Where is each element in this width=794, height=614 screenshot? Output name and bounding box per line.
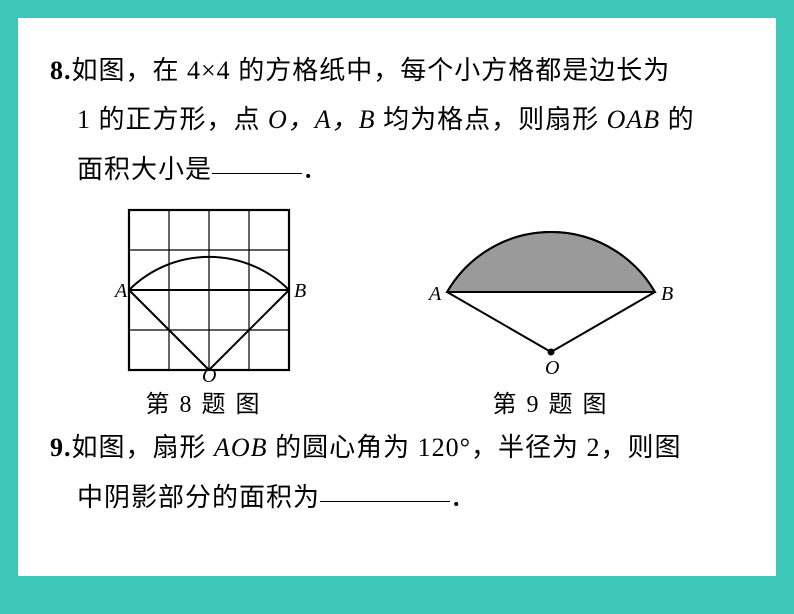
q9-blank bbox=[320, 495, 450, 502]
q8-t1a: 如图，在 bbox=[72, 56, 188, 85]
q9-t1b: 的圆心角为 120°，半径为 2，则图 bbox=[268, 433, 682, 462]
figure-9-caption: 第 9 题 图 bbox=[401, 384, 701, 419]
q8-t3: 面积大小是 bbox=[77, 155, 212, 184]
q8-t2c: 的 bbox=[660, 105, 695, 134]
q8-t2a: 1 的正方形，点 bbox=[77, 105, 268, 134]
q8-pts: O，A，B bbox=[268, 105, 376, 134]
paper-page: 8.如图，在 4×4 的方格纸中，每个小方格都是边长为 1 的正方形，点 O，A… bbox=[18, 18, 776, 576]
fig9-label-O: O bbox=[545, 357, 559, 379]
question-9: 9.如图，扇形 AOB 的圆心角为 120°，半径为 2，则图 中阴影部分的面积… bbox=[50, 423, 744, 522]
q8-blank bbox=[212, 167, 302, 174]
q8-number: 8. bbox=[50, 56, 72, 85]
fig9-label-B: B bbox=[661, 283, 673, 305]
q9-sector: AOB bbox=[214, 433, 268, 462]
q9-t2: 中阴影部分的面积为 bbox=[77, 483, 320, 512]
figure-9: A B O 第 9 题 图 bbox=[401, 212, 701, 419]
figures-row: A B O 第 8 题 图 A bbox=[50, 202, 744, 419]
q8-t2b: 均为格点，则扇形 bbox=[376, 105, 607, 134]
fig8-label-B: B bbox=[294, 280, 306, 302]
q8-period: ． bbox=[302, 155, 329, 184]
q9-period: ． bbox=[450, 483, 477, 512]
figure-8-svg: A B O bbox=[94, 202, 314, 382]
figure-9-svg: A B O bbox=[401, 212, 701, 382]
figure-8: A B O 第 8 题 图 bbox=[94, 202, 314, 419]
fig9-label-A: A bbox=[427, 283, 442, 305]
question-8: 8.如图，在 4×4 的方格纸中，每个小方格都是边长为 1 的正方形，点 O，A… bbox=[50, 46, 744, 194]
q8-sector: OAB bbox=[607, 105, 661, 134]
q9-t1a: 如图，扇形 bbox=[72, 433, 215, 462]
q8-t1b: 的方格纸中，每个小方格都是边长为 bbox=[231, 56, 671, 85]
q9-number: 9. bbox=[50, 433, 72, 462]
fig8-label-O: O bbox=[202, 365, 216, 382]
figure-8-caption: 第 8 题 图 bbox=[94, 384, 314, 419]
q8-grid: 4×4 bbox=[187, 56, 231, 85]
fig8-label-A: A bbox=[113, 280, 128, 302]
